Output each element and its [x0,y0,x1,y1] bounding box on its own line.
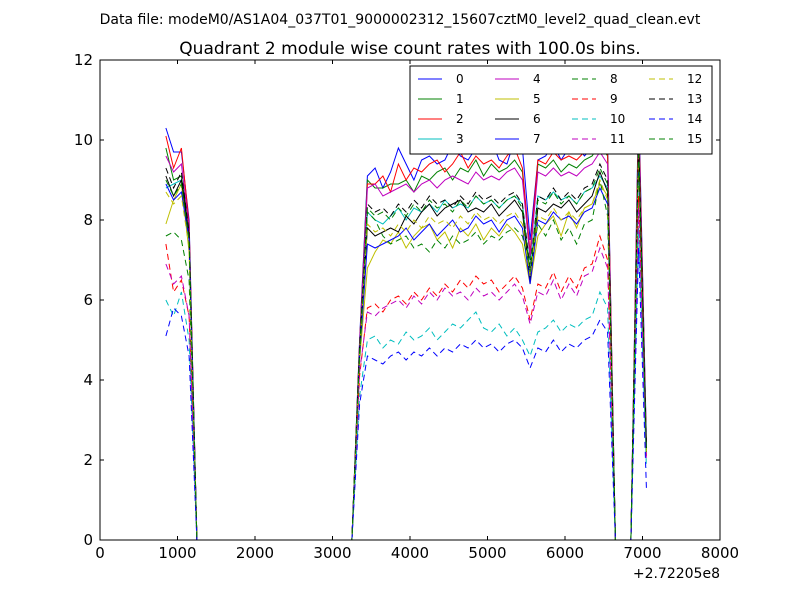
legend-label-8: 8 [610,72,618,86]
legend-label-1: 1 [456,92,464,106]
chart-suptitle: Data file: modeM0/AS1A04_037T01_90000023… [100,12,701,28]
x-tick-label: 4000 [391,544,429,562]
legend-label-14: 14 [687,112,702,126]
y-tick-label: 10 [74,131,93,149]
series-layer [165,99,647,541]
legend-label-0: 0 [456,72,464,86]
series-line-10 [165,227,647,541]
series-line-12 [165,143,647,541]
x-tick-label: 7000 [623,544,661,562]
y-tick-label: 4 [83,371,93,389]
x-tick-label: 1000 [158,544,196,562]
x-tick-label: 3000 [313,544,351,562]
legend-label-5: 5 [533,92,541,106]
legend-label-10: 10 [610,112,625,126]
x-tick-label: 5000 [468,544,506,562]
legend-label-6: 6 [533,112,541,126]
legend-label-4: 4 [533,72,541,86]
legend-label-3: 3 [456,132,464,146]
series-line-14 [165,247,647,541]
ticks-layer: 0 1000 2000 3000 4000 5000 6000 7000 80000246810… [74,51,739,562]
chart-title: Quadrant 2 module wise count rates with … [179,39,640,59]
y-tick-label: 2 [83,451,93,469]
y-tick-label: 0 [83,531,93,549]
legend-label-13: 13 [687,92,702,106]
series-line-11 [165,207,647,541]
y-tick-label: 8 [83,211,93,229]
legend-label-7: 7 [533,132,541,146]
x-tick-label: 0 [95,544,105,562]
x-tick-label: 8000 [701,544,739,562]
legend-label-12: 12 [687,72,702,86]
x-axis-offset-label: +2.72205e8 [633,566,720,582]
legend-label-2: 2 [456,112,464,126]
y-tick-label: 12 [74,51,93,69]
x-tick-label: 2000 [236,544,274,562]
legend-label-9: 9 [610,92,618,106]
y-tick-label: 6 [83,291,93,309]
series-line-15 [165,139,647,541]
legend-label-11: 11 [610,132,625,146]
x-tick-label: 6000 [546,544,584,562]
legend-label-15: 15 [687,132,702,146]
